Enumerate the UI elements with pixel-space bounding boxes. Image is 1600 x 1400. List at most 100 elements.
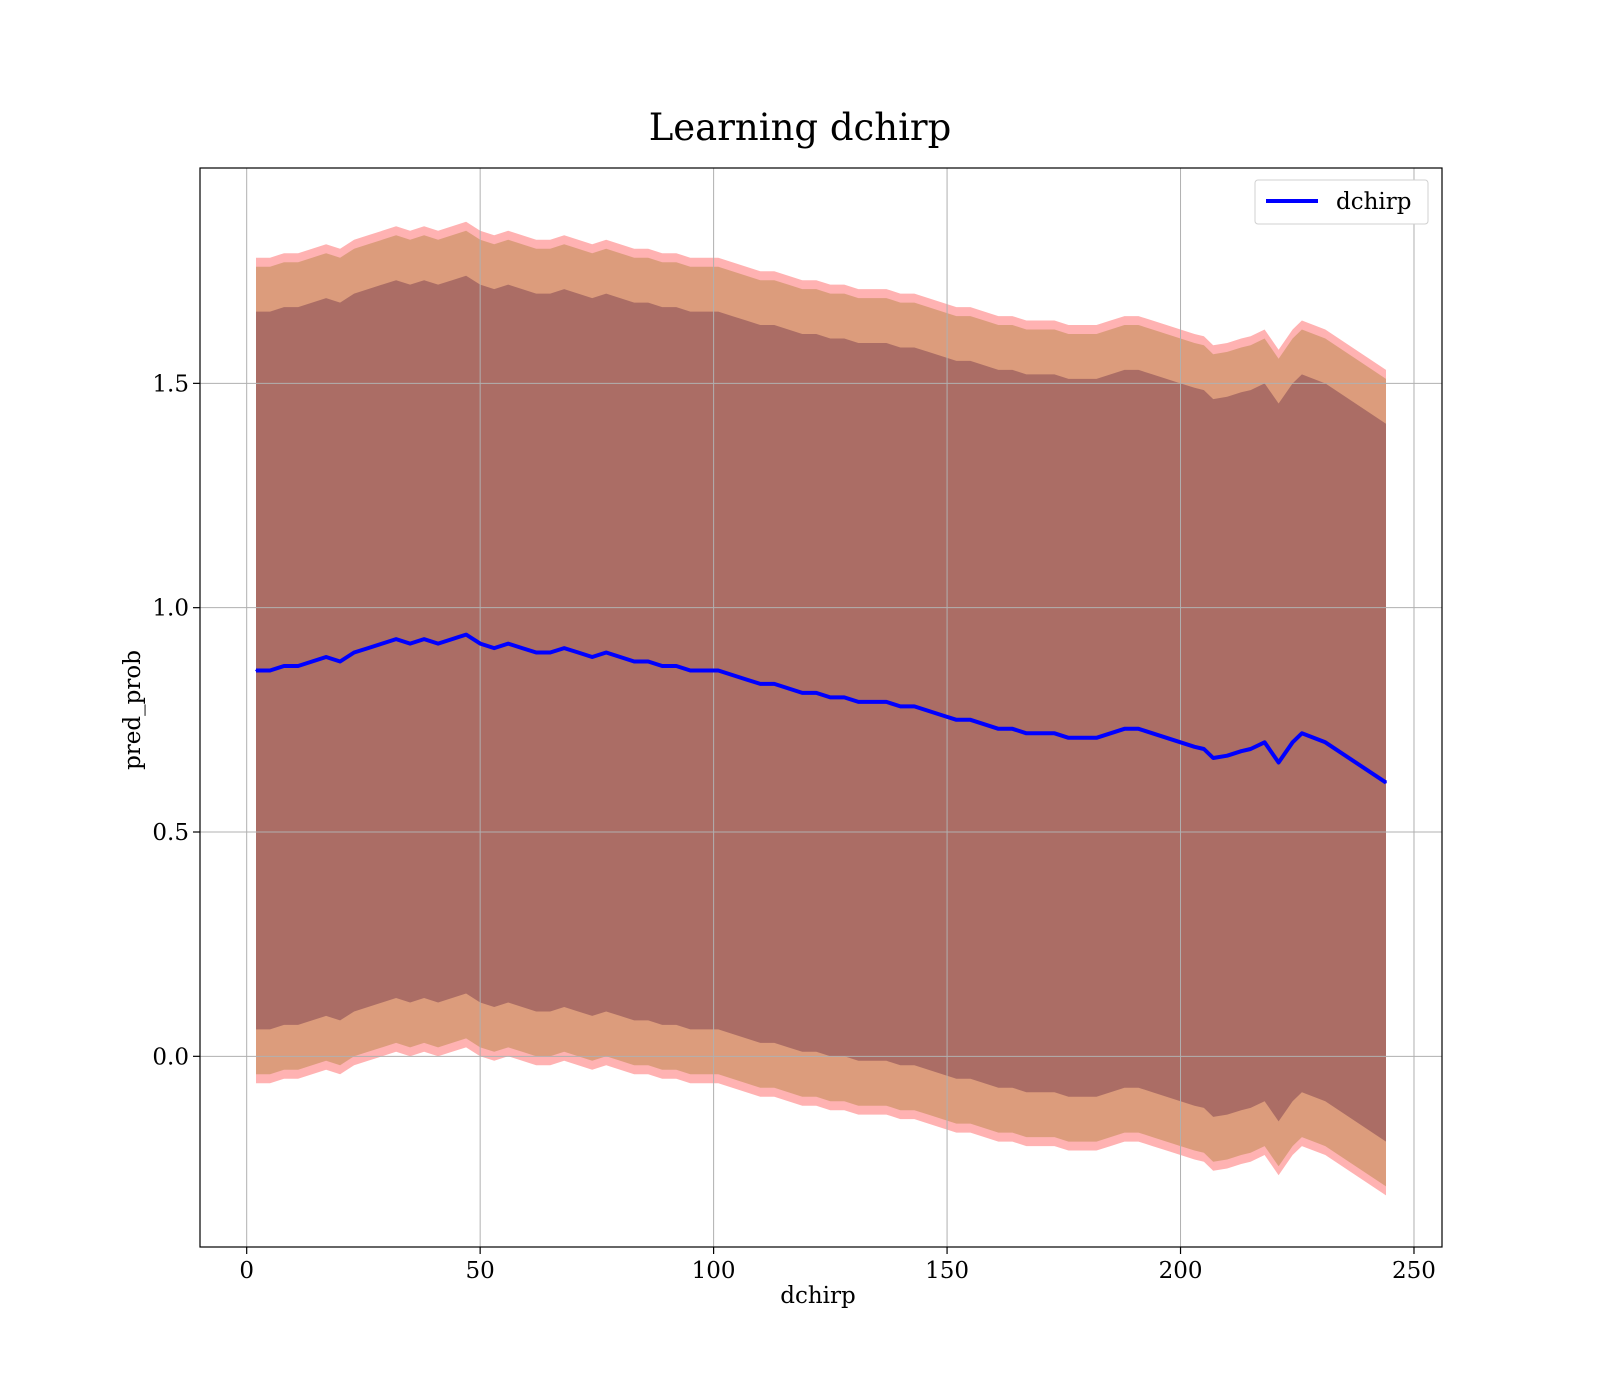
series-point-0-44 xyxy=(871,701,874,703)
series-point-0-52 xyxy=(983,723,986,726)
series-point-0-41 xyxy=(829,696,832,699)
series-point-0-3 xyxy=(297,665,299,667)
series-point-0-71 xyxy=(1240,750,1243,753)
series-point-0-7 xyxy=(353,651,355,654)
series-point-0-53 xyxy=(997,728,1000,730)
series-point-0-26 xyxy=(619,656,622,658)
series-point-0-49 xyxy=(941,714,944,717)
series-point-0-46 xyxy=(899,705,902,708)
series-point-0-25 xyxy=(605,651,608,654)
series-point-0-19 xyxy=(521,647,523,649)
series-point-0-21 xyxy=(549,651,551,654)
series-point-0-56 xyxy=(1039,732,1042,735)
series-point-0-4 xyxy=(311,660,313,663)
band-2 xyxy=(256,275,1386,1142)
series-point-0-66 xyxy=(1179,741,1182,744)
series-point-0-75 xyxy=(1291,741,1294,744)
y-tick-label-2: 1.0 xyxy=(152,596,189,622)
x-tick-label-5: 250 xyxy=(1392,1258,1436,1284)
series-point-0-65 xyxy=(1165,736,1168,739)
series-point-0-33 xyxy=(717,669,720,672)
series-point-0-1 xyxy=(269,669,271,672)
series-point-0-17 xyxy=(493,647,495,649)
series-point-0-30 xyxy=(675,665,678,667)
series-point-0-54 xyxy=(1011,728,1014,730)
series-point-0-0 xyxy=(255,669,257,672)
series-point-0-68 xyxy=(1203,748,1205,750)
uncertainty-bands xyxy=(256,221,1386,1196)
series-point-0-2 xyxy=(283,665,285,667)
y-tick-label-3: 1.5 xyxy=(152,371,189,397)
series-point-0-70 xyxy=(1226,754,1229,757)
series-point-0-20 xyxy=(535,651,537,654)
series-point-0-24 xyxy=(591,656,594,658)
series-point-0-37 xyxy=(773,683,776,685)
legend-frame xyxy=(1254,179,1429,225)
x-tick-label-3: 150 xyxy=(925,1258,969,1284)
series-point-0-32 xyxy=(703,669,706,672)
series-point-0-22 xyxy=(563,647,565,649)
series-point-0-23 xyxy=(577,651,580,654)
x-axis-label: dchirp xyxy=(780,1283,856,1309)
series-point-0-40 xyxy=(815,692,818,694)
series-point-0-29 xyxy=(661,665,664,667)
series-point-0-57 xyxy=(1053,732,1056,735)
series-point-0-47 xyxy=(913,705,916,708)
series-point-0-39 xyxy=(801,692,804,694)
series-point-0-50 xyxy=(955,719,958,721)
series-point-0-60 xyxy=(1095,736,1098,739)
series-point-0-15 xyxy=(465,633,467,636)
grid xyxy=(200,168,1442,1247)
series-point-0-28 xyxy=(647,660,650,663)
series-point-0-72 xyxy=(1249,748,1252,750)
band-1 xyxy=(256,230,1386,1187)
band-0 xyxy=(256,221,1386,1196)
y-tick-label-1: 0.5 xyxy=(152,820,189,846)
series-point-0-69 xyxy=(1212,757,1215,759)
series-point-0-67 xyxy=(1193,745,1196,748)
series-point-0-77 xyxy=(1324,741,1327,744)
ticks: 0 50 100 150 200 250 0.0 0.5 1.0 1.5 xyxy=(152,371,1436,1284)
series-point-0-31 xyxy=(689,669,692,672)
series-point-0-62 xyxy=(1123,728,1126,730)
series-point-0-36 xyxy=(759,683,762,685)
y-axis-label: pred_prob xyxy=(120,650,146,770)
series-point-0-51 xyxy=(969,719,972,721)
x-tick-label-2: 100 xyxy=(692,1258,736,1284)
chart-title: Learning dchirp xyxy=(649,106,952,149)
series-point-0-12 xyxy=(423,638,425,640)
series-point-0-42 xyxy=(843,696,846,699)
series-point-0-76 xyxy=(1301,732,1303,735)
y-tick-label-0: 0.0 xyxy=(152,1044,189,1070)
series-point-0-48 xyxy=(927,710,930,712)
series-point-0-73 xyxy=(1263,741,1266,744)
series-point-0-27 xyxy=(633,660,636,663)
series-point-0-64 xyxy=(1151,732,1154,735)
series-point-0-6 xyxy=(339,660,341,663)
series-point-0-14 xyxy=(451,638,453,640)
legend: dchirp xyxy=(1254,179,1429,225)
series-lines xyxy=(255,632,1388,785)
series-point-0-8 xyxy=(367,647,369,649)
series-point-0-5 xyxy=(325,656,327,658)
series-point-0-45 xyxy=(885,701,888,703)
series-point-0-34 xyxy=(731,674,734,676)
series-point-0-74 xyxy=(1277,761,1280,764)
plot-area xyxy=(199,167,1443,1248)
series-point-0-78 xyxy=(1385,781,1387,784)
series-point-0-38 xyxy=(787,687,790,690)
series-point-0-16 xyxy=(479,642,481,645)
series-point-0-58 xyxy=(1067,736,1070,739)
series-point-0-35 xyxy=(745,678,748,681)
x-tick-label-1: 50 xyxy=(466,1258,495,1284)
series-point-0-9 xyxy=(381,642,383,645)
series-point-0-10 xyxy=(395,638,397,640)
series-point-0-63 xyxy=(1137,728,1140,730)
x-tick-label-0: 0 xyxy=(239,1258,254,1284)
series-point-0-13 xyxy=(437,642,439,645)
legend-label-dchirp: dchirp xyxy=(1336,189,1412,215)
series-point-0-55 xyxy=(1025,732,1028,735)
series-point-0-18 xyxy=(507,642,509,645)
x-tick-label-4: 200 xyxy=(1159,1258,1203,1284)
